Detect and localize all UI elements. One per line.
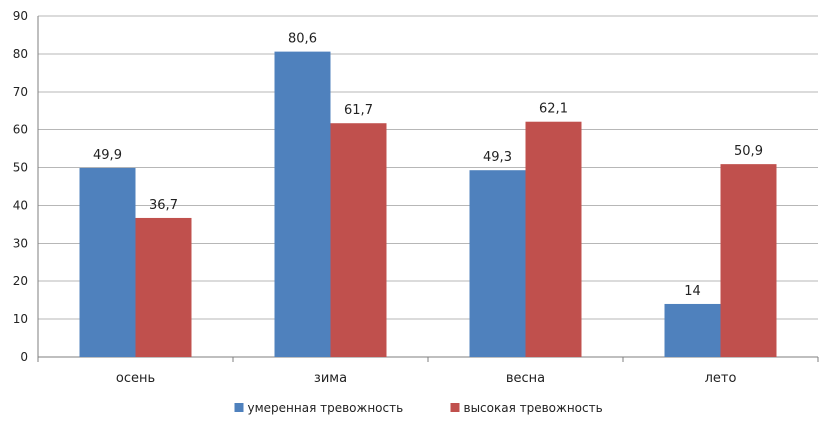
data-label: 80,6 <box>288 32 317 47</box>
bar <box>664 303 721 357</box>
data-label: 36,7 <box>149 198 178 213</box>
y-tick-label: 60 <box>13 123 28 137</box>
data-label: 49,9 <box>93 148 122 163</box>
bars <box>79 51 777 358</box>
bar <box>525 121 582 358</box>
bar <box>274 51 331 358</box>
data-label: 49,3 <box>483 150 512 165</box>
y-tick-label: 20 <box>13 274 28 288</box>
y-tick-label: 30 <box>13 236 28 250</box>
bar <box>720 164 777 357</box>
bar <box>330 123 387 357</box>
data-label: 50,9 <box>734 144 763 159</box>
y-tick-label: 40 <box>13 198 28 212</box>
legend-label: высокая тревожность <box>464 401 603 415</box>
x-tick-label: осень <box>116 371 155 386</box>
bar <box>135 217 192 357</box>
legend: умеренная тревожность высокая тревожность <box>234 401 603 415</box>
x-tick-label: лето <box>705 371 737 386</box>
x-tick-label: весна <box>506 371 545 386</box>
legend-label: умеренная тревожность <box>248 401 404 415</box>
y-tick-label: 80 <box>13 47 28 61</box>
y-tick-label: 0 <box>20 350 28 364</box>
bar <box>79 167 136 357</box>
y-tick-label: 10 <box>13 312 28 326</box>
x-tick-label: зима <box>314 371 347 386</box>
y-tick-label: 50 <box>13 161 28 175</box>
axes: 0 10 20 30 40 50 60 70 80 90 осень зима весна лето <box>13 9 819 386</box>
y-tick-label: 90 <box>13 9 28 23</box>
data-label: 61,7 <box>344 103 373 118</box>
y-tick-label: 70 <box>13 85 28 99</box>
data-label: 62,1 <box>539 102 568 117</box>
data-labels: 49,9 36,7 80,6 61,7 49,3 62,1 14 50,9 <box>93 32 763 299</box>
bar <box>469 170 526 357</box>
data-label: 14 <box>684 284 701 299</box>
legend-swatch <box>450 403 460 412</box>
legend-swatch <box>234 403 244 412</box>
